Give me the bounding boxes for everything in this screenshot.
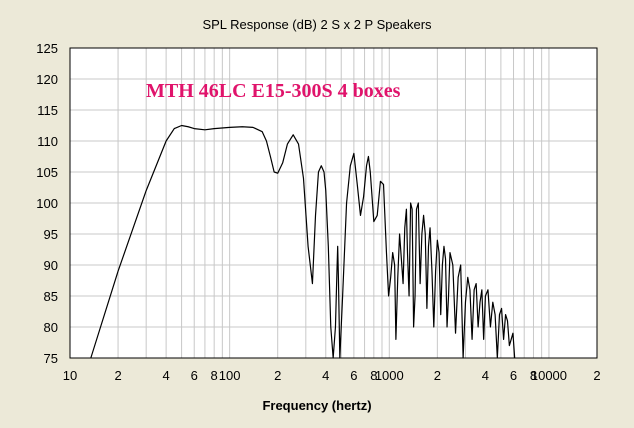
chart-title: SPL Response (dB) 2 S x 2 P Speakers xyxy=(202,17,432,32)
x-tick-label: 6 xyxy=(510,368,517,383)
x-axis-label: Frequency (hertz) xyxy=(262,398,371,413)
y-tick-label: 105 xyxy=(36,165,58,180)
x-tick-label: 8 xyxy=(211,368,218,383)
x-tick-label: 8 xyxy=(370,368,377,383)
spl-response-line xyxy=(90,124,516,359)
y-tick-label: 75 xyxy=(44,351,58,366)
grid-lines xyxy=(70,48,597,358)
x-tick-label: 2 xyxy=(274,368,281,383)
y-tick-label: 80 xyxy=(44,320,58,335)
x-tick-label: 6 xyxy=(350,368,357,383)
x-tick-label: 2 xyxy=(114,368,121,383)
x-tick-label: 4 xyxy=(162,368,169,383)
x-tick-label: 10000 xyxy=(531,368,567,383)
y-tick-label: 100 xyxy=(36,196,58,211)
plot-border xyxy=(69,47,598,359)
x-tick-label: 4 xyxy=(482,368,489,383)
y-tick-label: 90 xyxy=(44,258,58,273)
y-tick-label: 125 xyxy=(36,41,58,56)
y-tick-label: 110 xyxy=(37,134,58,149)
y-tick-label: 95 xyxy=(44,227,58,242)
y-tick-label: 85 xyxy=(44,289,58,304)
x-tick-label: 2 xyxy=(593,368,600,383)
x-tick-label: 2 xyxy=(434,368,441,383)
x-tick-label: 10 xyxy=(63,368,77,383)
x-tick-label: 8 xyxy=(530,368,537,383)
x-tick-label: 1000 xyxy=(375,368,404,383)
y-tick-label: 120 xyxy=(36,72,58,87)
x-tick-label: 4 xyxy=(322,368,329,383)
y-tick-label: 115 xyxy=(37,103,58,118)
y-axis-tick-labels: 75 80 85 90 95 100 105 110 115 120 125 xyxy=(36,41,58,366)
chart-annotation: MTH 46LC E15-300S 4 boxes xyxy=(146,80,401,102)
x-tick-label: 6 xyxy=(191,368,198,383)
x-tick-label: 100 xyxy=(219,368,241,383)
